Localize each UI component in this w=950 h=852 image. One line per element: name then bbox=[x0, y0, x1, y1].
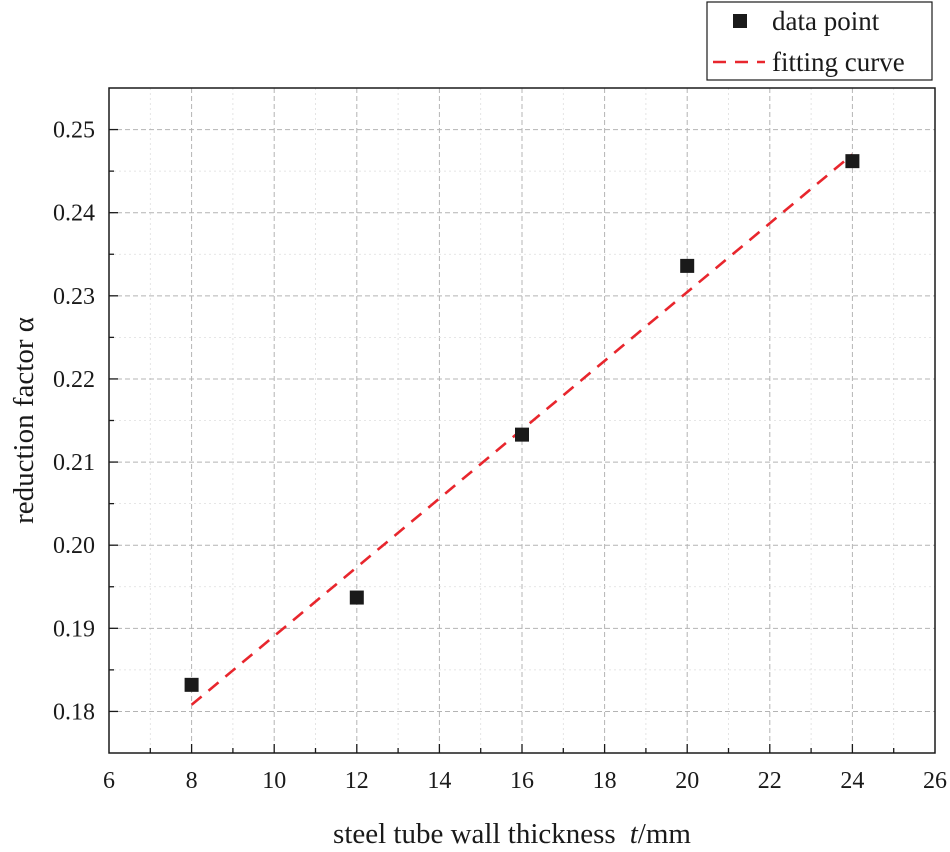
y-tick-label: 0.23 bbox=[53, 284, 95, 310]
legend-label-fitting-curve: fitting curve bbox=[772, 47, 905, 77]
legend-marker-data-point bbox=[733, 14, 747, 28]
x-tick-label: 18 bbox=[593, 768, 617, 794]
y-tick-label: 0.20 bbox=[53, 533, 95, 559]
y-axis-title: reduction factor α bbox=[8, 317, 40, 524]
x-tick-label: 16 bbox=[510, 768, 534, 794]
x-tick-label: 12 bbox=[345, 768, 369, 794]
grid bbox=[109, 88, 935, 753]
x-tick-label: 6 bbox=[103, 768, 115, 794]
legend: data point fitting curve bbox=[706, 1, 933, 81]
data-point-marker bbox=[184, 677, 199, 692]
y-tick-label: 0.25 bbox=[53, 118, 95, 144]
y-tick-labels: 0.18 0.19 0.20 0.21 0.22 0.23 0.24 0.25 bbox=[53, 118, 95, 726]
y-tick-label: 0.24 bbox=[53, 201, 95, 227]
data-point-marker bbox=[680, 258, 695, 273]
x-axis-title-text: steel tube wall thickness bbox=[333, 818, 616, 850]
y-tick-label: 0.22 bbox=[53, 367, 95, 393]
y-tick-label: 0.18 bbox=[53, 699, 95, 725]
x-tick-label: 14 bbox=[427, 768, 451, 794]
series-layer bbox=[184, 153, 860, 706]
x-tick-label: 22 bbox=[758, 768, 782, 794]
x-axis-title: steel tube wall thickness t/mm bbox=[333, 818, 691, 850]
data-point-marker bbox=[349, 590, 364, 605]
x-tick-label: 26 bbox=[923, 768, 947, 794]
x-axis-title-unit: /mm bbox=[638, 818, 692, 850]
legend-label-data-point: data point bbox=[772, 6, 880, 36]
x-tick-label: 24 bbox=[840, 768, 864, 794]
x-tick-labels: 6 8 10 12 14 16 18 20 22 24 26 bbox=[103, 768, 947, 794]
data-point-marker bbox=[845, 154, 860, 169]
x-tick-label: 10 bbox=[262, 768, 286, 794]
x-tick-label: 20 bbox=[675, 768, 699, 794]
y-tick-label: 0.21 bbox=[53, 450, 95, 476]
y-tick-label: 0.19 bbox=[53, 616, 95, 642]
x-tick-label: 8 bbox=[186, 768, 198, 794]
axis-ticks bbox=[109, 128, 895, 753]
data-point-marker bbox=[515, 427, 529, 442]
x-axis-title-variable: t bbox=[630, 818, 639, 850]
